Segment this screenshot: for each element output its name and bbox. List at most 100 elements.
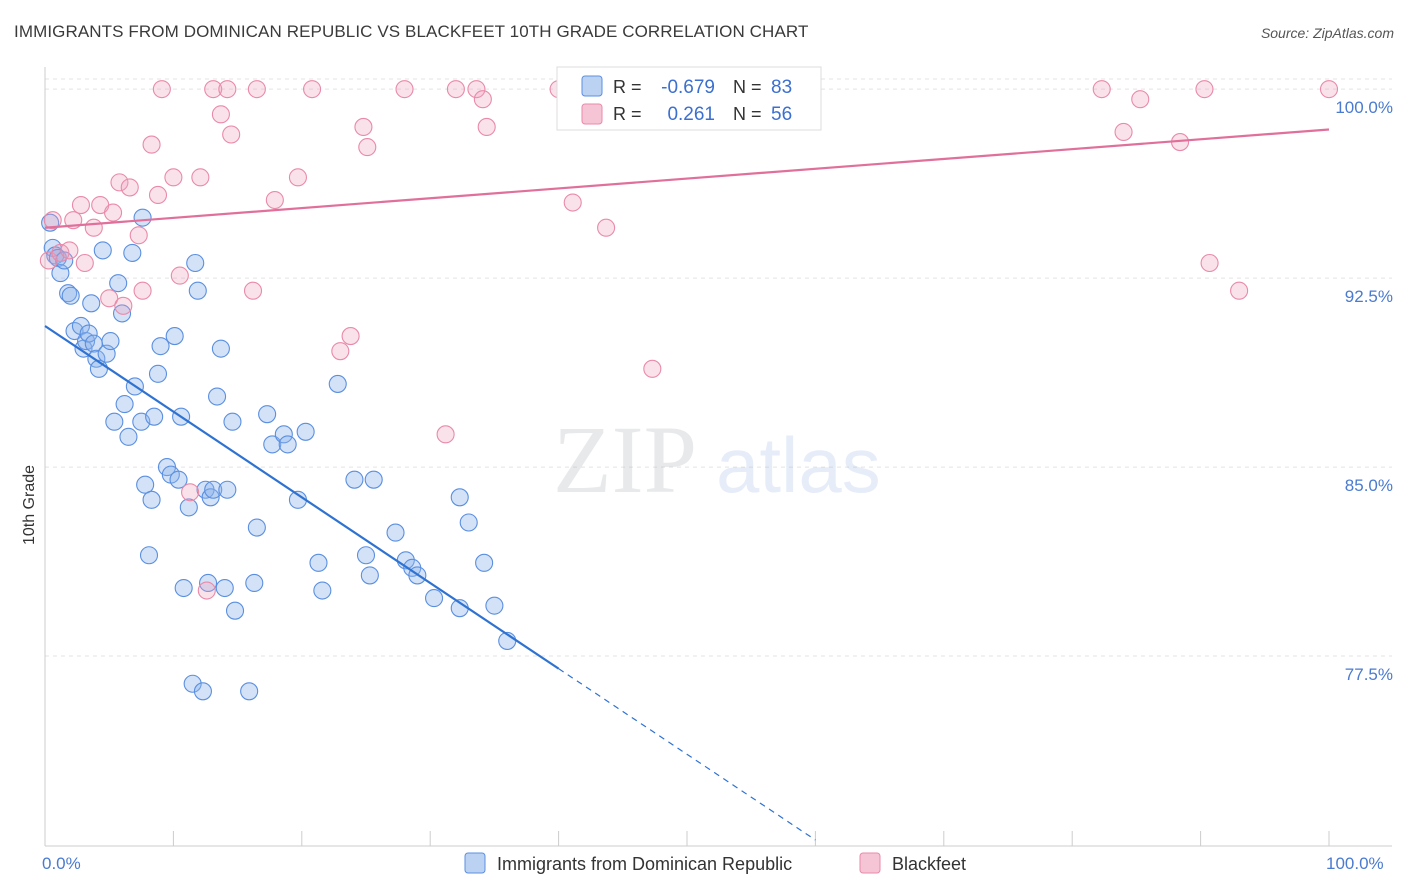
dominican-point-47	[199, 573, 218, 593]
chart-title: IMMIGRANTS FROM DOMINICAN REPUBLIC VS BL…	[14, 22, 809, 41]
series-blackfeet-points	[39, 80, 1339, 600]
dominican-point-21	[109, 274, 128, 293]
legend-r-value-2: 0.261	[667, 104, 715, 125]
blackfeet-point-36	[358, 138, 377, 157]
blackfeet-point-47	[436, 425, 455, 444]
dominican-point-72	[386, 523, 405, 542]
dominican-point-58	[247, 518, 266, 537]
watermark-zip: ZIP	[553, 406, 697, 513]
blackfeet-point-23	[197, 581, 216, 600]
dominican-point-54	[223, 412, 242, 431]
dominican-point-14	[82, 294, 101, 313]
dominican-point-7	[61, 286, 80, 305]
blackfeet-point-54	[1230, 281, 1249, 300]
dominican-point-24	[119, 427, 138, 446]
blackfeet-point-28	[243, 281, 263, 300]
blackfeet-point-10	[104, 203, 123, 222]
dominican-point-57	[245, 573, 264, 593]
blackfeet-point-21	[181, 483, 200, 502]
dominican-point-23	[115, 395, 134, 414]
dominican-point-38	[169, 470, 188, 489]
blackfeet-point-53	[1200, 253, 1219, 273]
dominican-trend-extension	[558, 668, 816, 841]
blackfeet-trend-line	[44, 128, 1330, 229]
watermark: ZIP atlas	[553, 406, 881, 513]
blackfeet-point-11	[110, 173, 129, 192]
dominican-point-67	[328, 374, 347, 393]
y-tick-labels: 100.0% 92.5% 85.0% 77.5%	[1335, 98, 1393, 684]
dominican-point-66	[313, 581, 332, 600]
blackfeet-point-27	[222, 125, 241, 144]
blackfeet-point-33	[331, 342, 350, 361]
dominican-point-34	[151, 337, 170, 356]
blackfeet-point-17	[148, 185, 168, 205]
blackfeet-point-7	[84, 218, 103, 237]
dominican-point-6	[59, 284, 78, 303]
legend-r-label-1: R =	[613, 77, 642, 97]
dominican-point-40	[174, 578, 193, 598]
blackfeet-point-35	[354, 117, 373, 136]
legend-swatch-blue	[581, 75, 603, 97]
blackfeet-point-16	[142, 135, 161, 154]
legend-n-value-1: 83	[771, 77, 792, 98]
dominican-point-53	[218, 480, 237, 499]
legend-n-label-1: N =	[733, 77, 762, 97]
dominican-point-42	[183, 674, 202, 693]
blackfeet-point-19	[164, 168, 183, 187]
blackfeet-point-22	[191, 168, 210, 187]
dominican-point-70	[360, 566, 379, 585]
dominican-point-71	[364, 470, 383, 489]
trend-lines	[44, 128, 1330, 841]
blackfeet-point-15	[133, 281, 152, 300]
legend-n-value-2: 56	[771, 104, 792, 125]
blackfeet-point-42	[563, 193, 582, 212]
dominican-point-12	[79, 324, 98, 343]
legend-r-label-2: R =	[613, 104, 642, 124]
dominican-point-69	[356, 546, 376, 565]
dominican-point-30	[139, 546, 159, 565]
blackfeet-point-26	[218, 80, 237, 99]
bottom-legend-swatch-pink	[859, 852, 881, 874]
dominican-point-77	[450, 488, 469, 507]
dominican-point-29	[136, 475, 155, 494]
blackfeet-point-5	[71, 196, 91, 215]
bottom-legend-label-blue: Immigrants from Dominican Republic	[497, 854, 792, 874]
dominican-point-19	[101, 332, 120, 351]
dominican-point-55	[225, 601, 245, 620]
blackfeet-point-37	[395, 80, 414, 99]
blackfeet-point-43	[597, 218, 616, 237]
blackfeet-point-32	[303, 80, 322, 99]
blackfeet-point-40	[477, 117, 496, 136]
dominican-point-76	[425, 589, 444, 608]
dominican-point-61	[274, 425, 293, 444]
dominican-point-65	[309, 553, 328, 572]
dominican-point-43	[186, 253, 205, 273]
dominican-point-79	[459, 513, 478, 532]
dominican-point-51	[211, 339, 230, 358]
dominican-point-22	[112, 304, 132, 323]
watermark-atlas: atlas	[716, 421, 881, 509]
blackfeet-point-46	[473, 90, 492, 109]
blackfeet-point-31	[288, 168, 307, 187]
blackfeet-point-29	[247, 80, 266, 99]
dominican-point-49	[204, 480, 223, 499]
blackfeet-point-30	[265, 190, 284, 210]
dominican-point-64	[296, 422, 315, 441]
dominican-trend-line	[44, 325, 560, 670]
blackfeet-point-18	[152, 80, 171, 99]
blackfeet-point-52	[1195, 80, 1214, 99]
y-tick-label-3: 77.5%	[1345, 665, 1393, 684]
x-tick-labels: 0.0% 100.0%	[42, 854, 1384, 873]
dominican-point-44	[188, 281, 207, 300]
blackfeet-point-1	[43, 211, 62, 230]
dominican-point-17	[93, 241, 112, 260]
blackfeet-point-49	[1114, 122, 1133, 142]
blackfeet-point-34	[341, 327, 360, 346]
legend-swatch-pink	[581, 103, 603, 125]
blackfeet-point-13	[120, 178, 139, 197]
blackfeet-point-12	[114, 296, 133, 315]
blackfeet-point-20	[170, 266, 189, 285]
legend-r-value-1: -0.679	[661, 77, 715, 98]
source-credit: Source: ZipAtlas.com	[1260, 25, 1394, 41]
